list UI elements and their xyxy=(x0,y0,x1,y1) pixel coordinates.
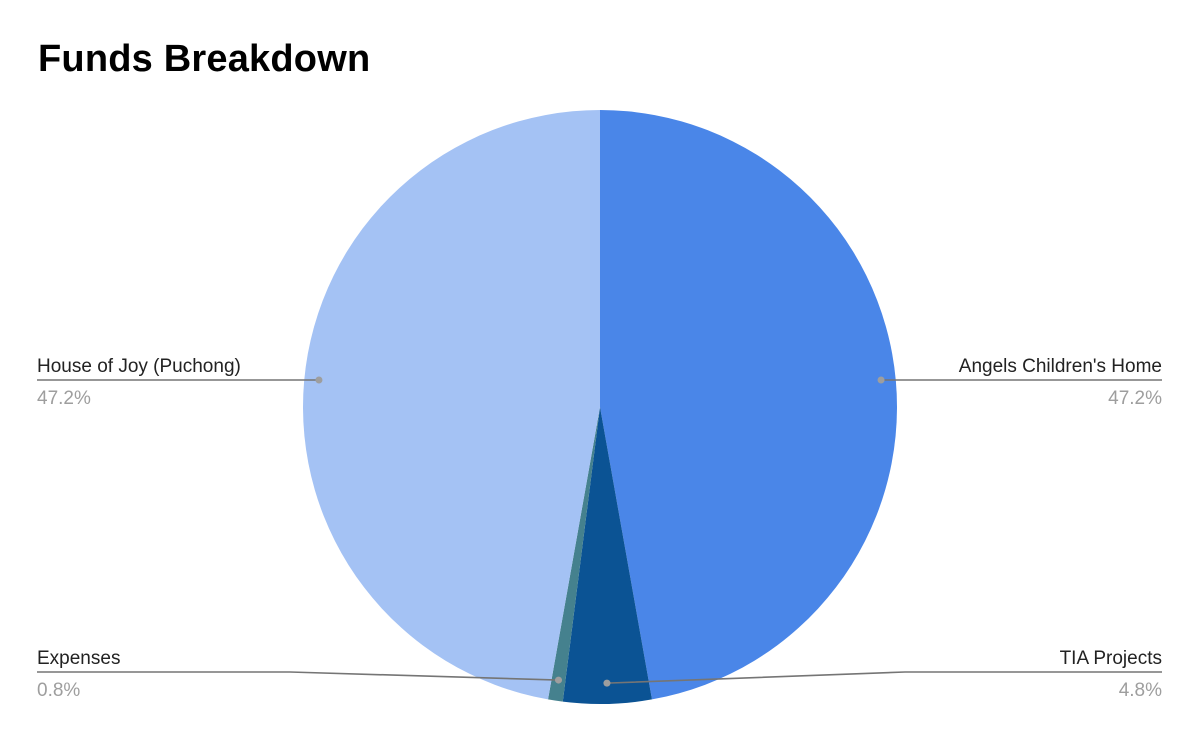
callout-dot xyxy=(603,679,611,687)
pie-slices xyxy=(303,110,897,704)
callout-dot xyxy=(315,376,323,384)
callout-dot xyxy=(555,676,563,684)
callout-house-of-joy-puchong: House of Joy (Puchong) 47.2% xyxy=(37,356,323,409)
slice-label: House of Joy (Puchong) xyxy=(37,356,241,377)
callout-expenses: Expenses 0.8% xyxy=(37,648,563,701)
callout-tia-projects: TIA Projects 4.8% xyxy=(603,648,1162,701)
slice-percent-label: 47.2% xyxy=(1108,388,1162,409)
pie-callouts: Angels Children's Home 47.2% TIA Projects 4… xyxy=(37,356,1162,701)
callout-angels-children-s-home: Angels Children's Home 47.2% xyxy=(877,356,1162,409)
slice-label: Expenses xyxy=(37,648,120,669)
pie-slice-tia-projects xyxy=(562,407,652,704)
callout-dot xyxy=(877,376,885,384)
chart-title: Funds Breakdown xyxy=(38,38,371,80)
slice-percent-label: 4.8% xyxy=(1119,680,1162,701)
slice-label: Angels Children's Home xyxy=(959,356,1162,377)
slice-label: TIA Projects xyxy=(1060,648,1162,669)
pie-slice-expenses xyxy=(548,407,600,702)
slice-percent-label: 0.8% xyxy=(37,680,80,701)
slice-percent-label: 47.2% xyxy=(37,388,91,409)
pie-slice-angels-children-s-home xyxy=(600,110,897,700)
callout-line xyxy=(37,671,559,681)
pie-slice-house-of-joy-puchong xyxy=(303,110,600,700)
callout-line xyxy=(606,671,1162,684)
